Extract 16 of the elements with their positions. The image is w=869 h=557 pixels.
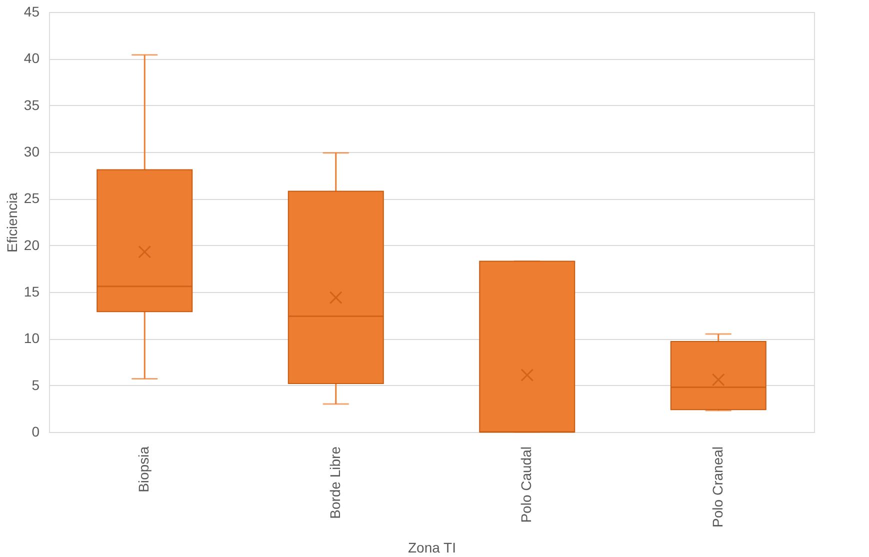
x-tick-label: Polo Caudal	[518, 446, 534, 523]
y-tick-label: 5	[32, 376, 40, 393]
y-tick-label: 30	[24, 144, 40, 160]
y-tick-label: 45	[24, 4, 40, 20]
y-axis-title: Eficiencia	[4, 192, 20, 252]
y-tick-label: 20	[24, 236, 40, 253]
x-tick-label: Biopsia	[136, 446, 152, 492]
y-tick-label: 15	[24, 284, 40, 300]
y-tick-label: 35	[24, 96, 40, 113]
x-axis-title: Zona TI	[408, 539, 456, 556]
x-tick-label: Borde Libre	[326, 446, 343, 519]
y-tick-label: 0	[32, 424, 40, 440]
y-tick-label: 10	[24, 330, 40, 346]
y-tick-label: 25	[24, 190, 40, 206]
x-tick-label: Polo Craneal	[709, 446, 726, 528]
y-tick-label: 40	[24, 50, 40, 66]
